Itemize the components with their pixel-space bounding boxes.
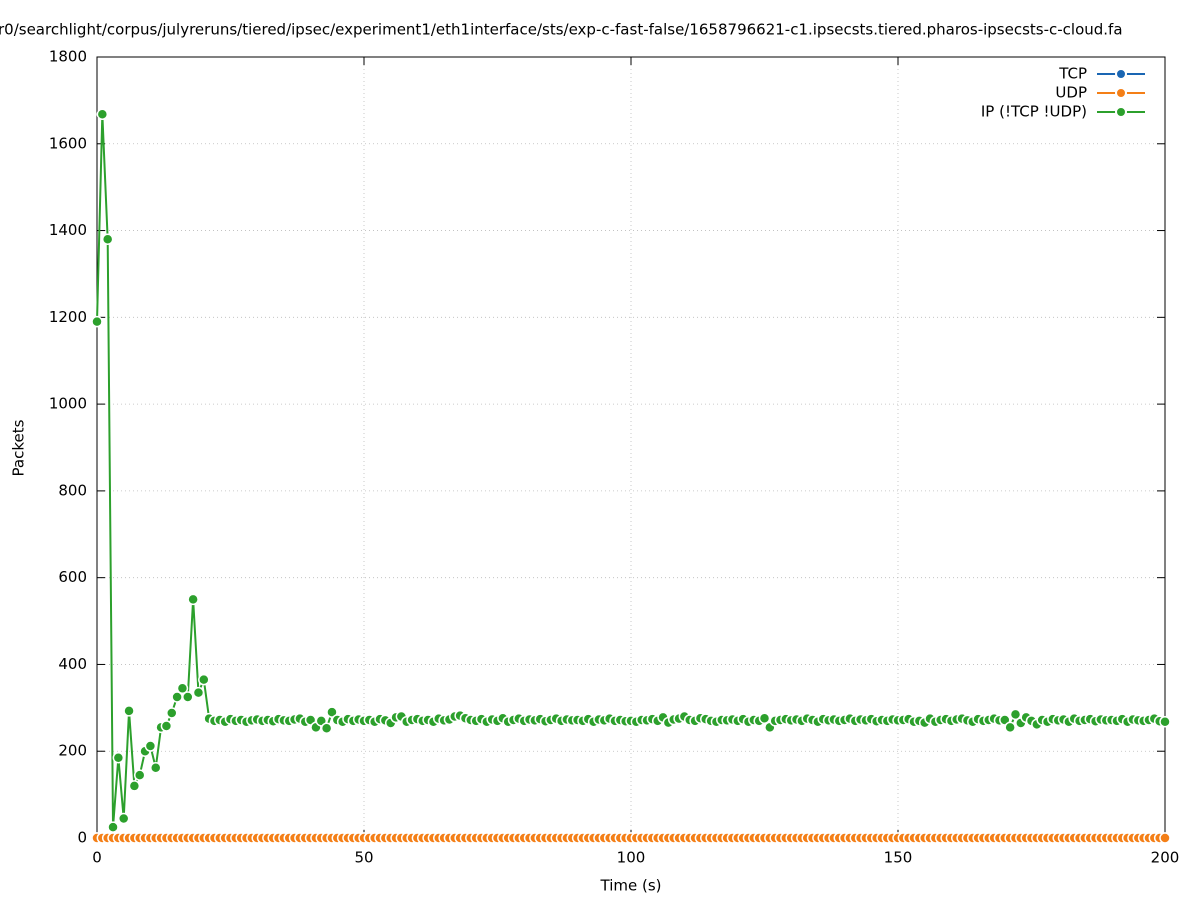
y-tick-label: 600 — [58, 568, 87, 586]
y-axis-label: Packets — [10, 419, 28, 476]
y-tick-label: 200 — [58, 742, 87, 760]
point — [117, 812, 130, 825]
x-tick-label: 0 — [92, 849, 102, 867]
point — [96, 108, 109, 121]
x-tick-label: 100 — [617, 849, 646, 867]
y-tick-label: 0 — [77, 829, 87, 847]
point — [1009, 708, 1022, 721]
point — [107, 821, 119, 833]
x-axis-label: Time (s) — [600, 877, 662, 895]
point — [160, 720, 173, 732]
y-tick-label: 400 — [58, 655, 87, 673]
point — [176, 682, 189, 695]
point — [198, 673, 210, 686]
chart-title: r0/searchlight/corpus/julyreruns/tiered/… — [0, 21, 1123, 39]
legend-marker — [1115, 68, 1127, 80]
legend-marker — [1115, 87, 1127, 99]
point — [91, 315, 103, 328]
point — [320, 722, 333, 734]
legend-marker — [1115, 106, 1127, 118]
point — [182, 691, 194, 703]
y-tick-label: 1600 — [49, 134, 87, 152]
legend-label: IP (!TCP !UDP) — [981, 103, 1087, 121]
point — [187, 593, 199, 606]
point — [326, 706, 338, 718]
point — [149, 761, 162, 774]
y-tick-label: 1400 — [49, 221, 87, 239]
point — [101, 233, 114, 245]
legend-label: TCP — [1058, 65, 1087, 83]
point — [1004, 721, 1016, 734]
x-tick-label: 200 — [1151, 849, 1180, 867]
point — [192, 686, 205, 699]
point — [1159, 715, 1171, 728]
point — [123, 705, 135, 717]
point — [133, 769, 146, 781]
point — [144, 740, 157, 752]
point — [1159, 832, 1171, 844]
y-tick-label: 1000 — [49, 395, 87, 413]
y-tick-label: 800 — [58, 481, 87, 499]
point — [166, 707, 178, 719]
y-tick-label: 1200 — [49, 308, 87, 326]
point — [128, 780, 141, 792]
x-tick-label: 150 — [884, 849, 913, 867]
x-tick-label: 50 — [354, 849, 373, 867]
point — [758, 712, 771, 724]
point — [112, 751, 125, 764]
y-tick-label: 1800 — [49, 48, 87, 66]
legend-label: UDP — [1055, 84, 1087, 102]
